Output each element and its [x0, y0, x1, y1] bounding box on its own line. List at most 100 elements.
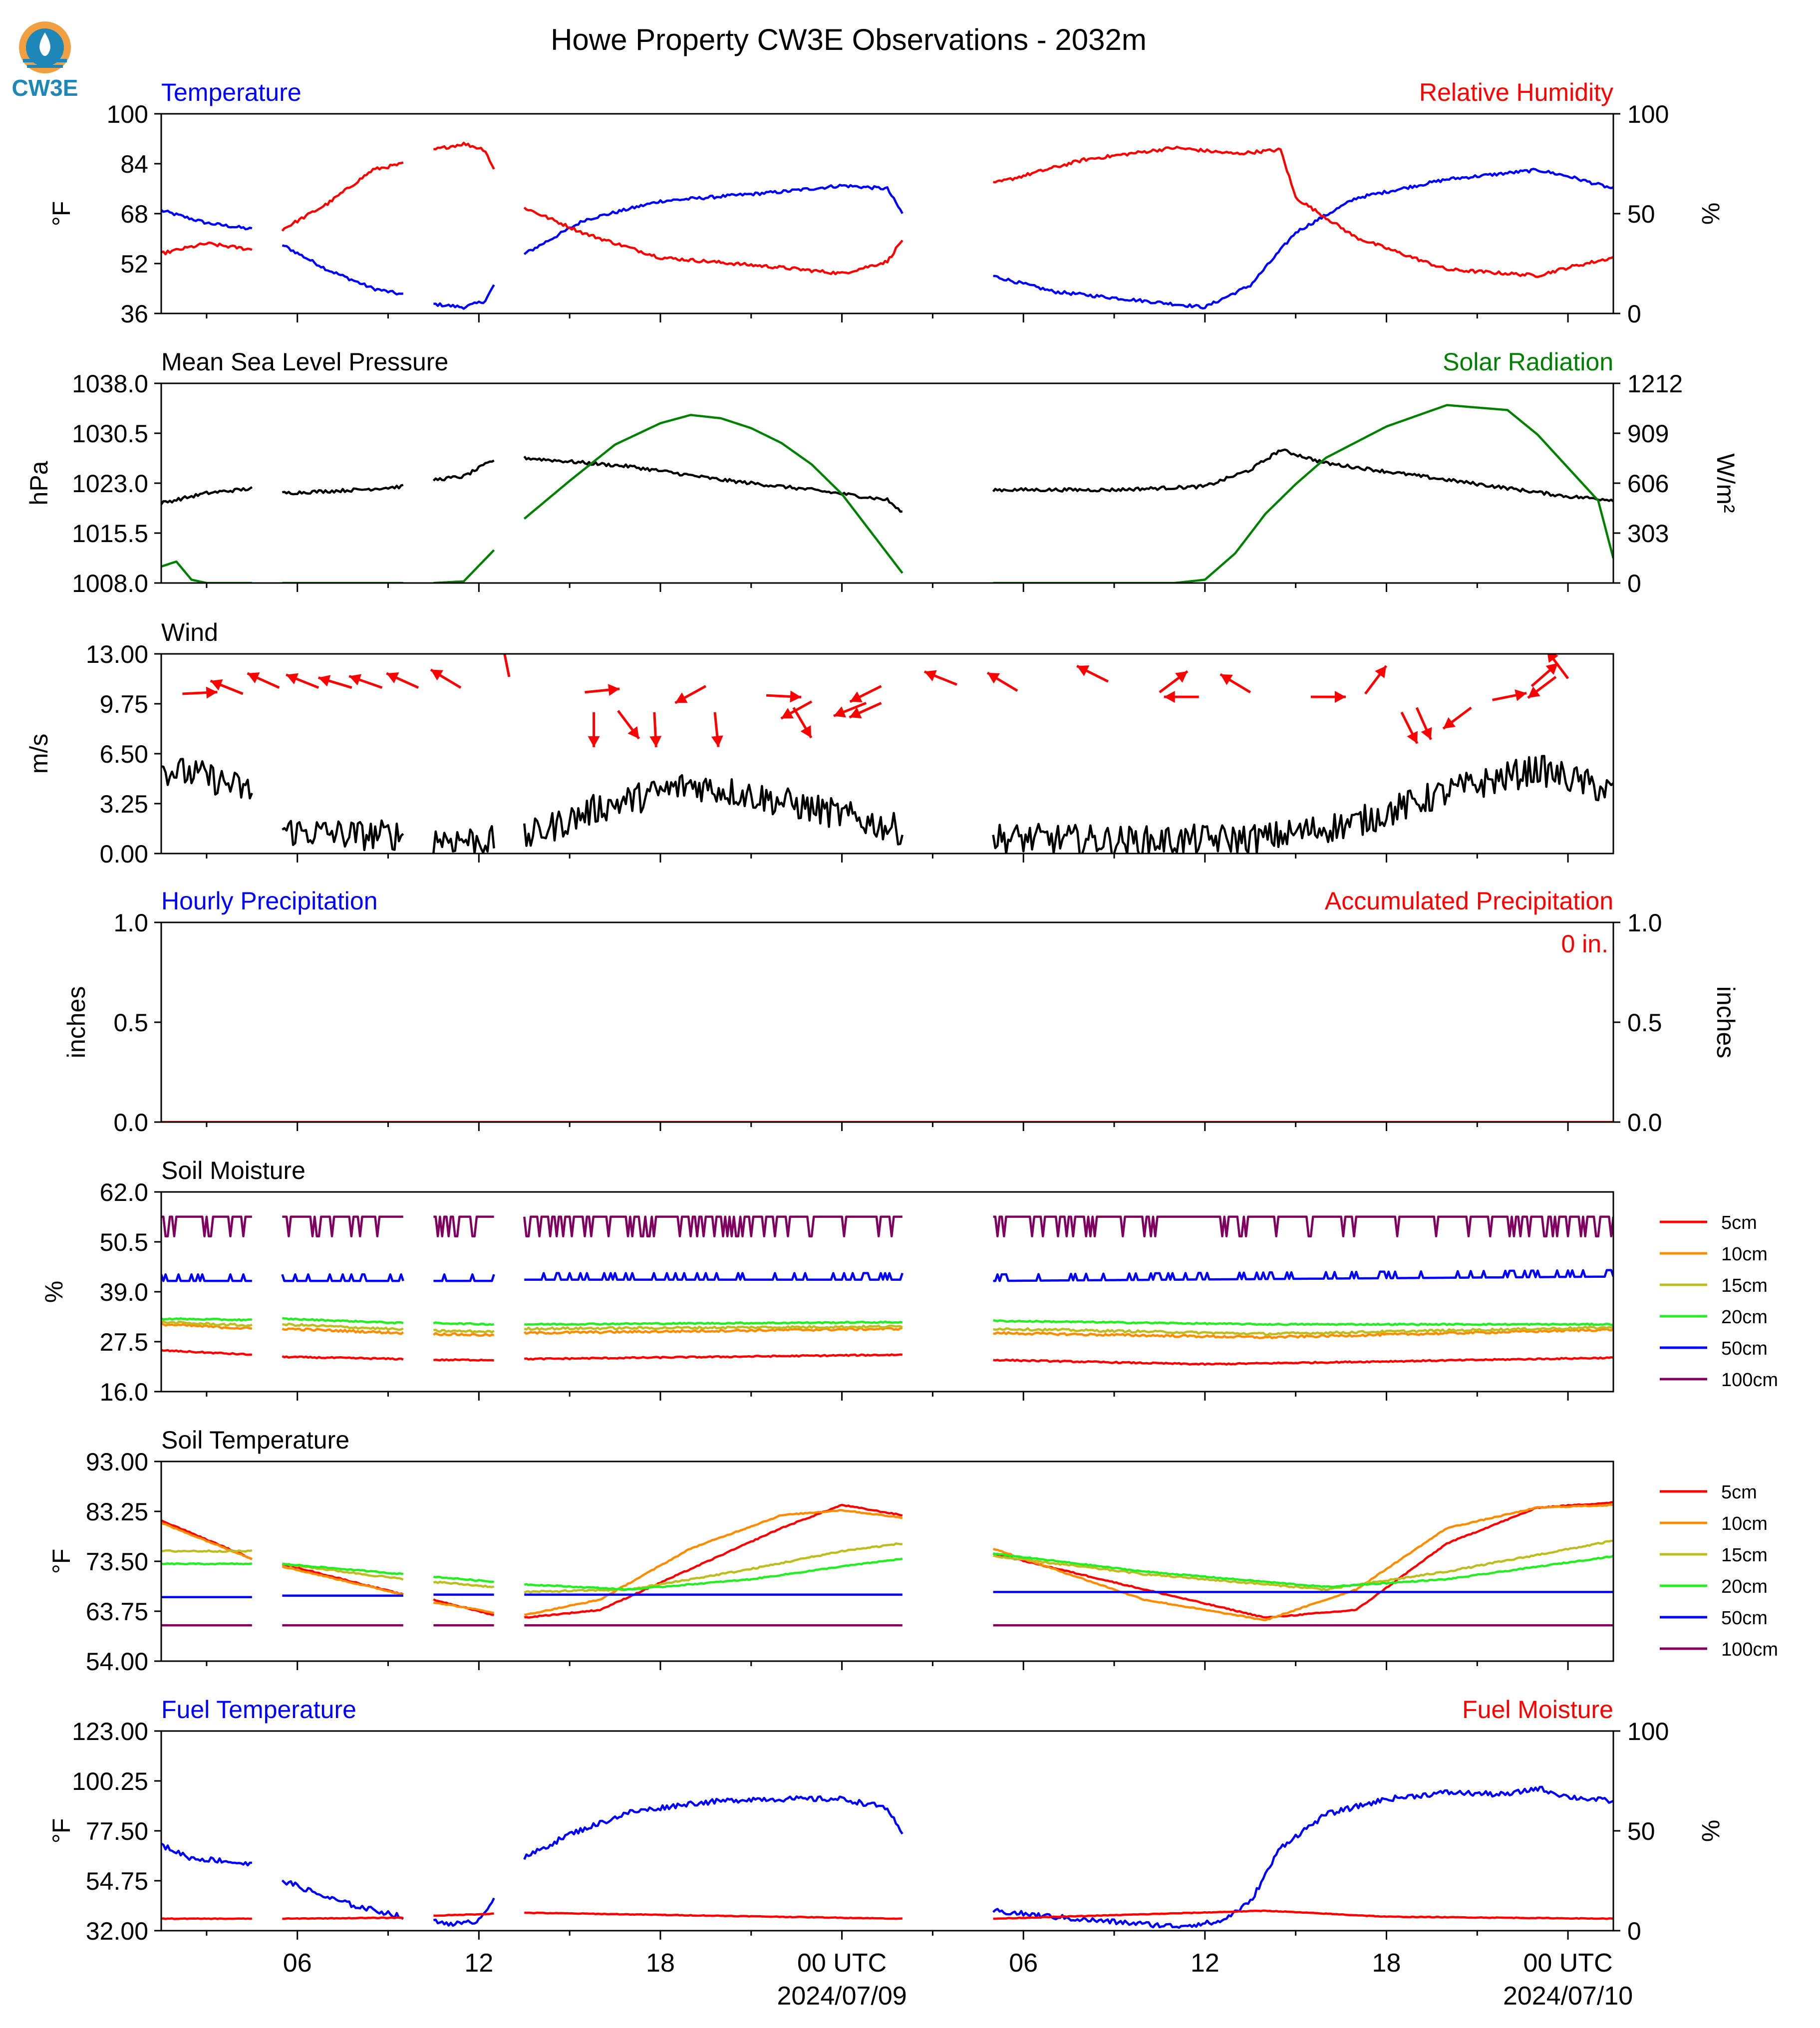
wind-arrow-head — [781, 708, 794, 719]
series-line — [523, 455, 903, 513]
accumulated-annotation: 0 in. — [1561, 930, 1608, 958]
figure-title: Howe Property CW3E Observations - 2032m — [551, 23, 1147, 56]
plot-frame — [160, 1191, 1614, 1393]
data-layer — [161, 654, 1613, 854]
panel-temp-rh: Temperature Relative Humidity 100 84 68 52 36 °… — [47, 78, 1725, 328]
series-50cm — [161, 1269, 1613, 1282]
series-line — [282, 1322, 404, 1331]
panels: Temperature Relative Humidity 100 84 68 52 36 °… — [25, 78, 1778, 2011]
cw3e-logo: CW3E — [12, 21, 78, 101]
plot-frame — [160, 113, 1614, 314]
series-line — [282, 1565, 404, 1596]
series-20cm — [161, 1552, 1613, 1591]
series-line — [993, 168, 1613, 310]
series-line — [161, 1521, 253, 1560]
wind-arrow-head — [349, 674, 362, 686]
series-15cm — [161, 1320, 1613, 1336]
y-tick-label: 0.0 — [113, 1109, 148, 1137]
series-line — [524, 1542, 903, 1594]
y-tick-label: 54.00 — [86, 1648, 148, 1676]
y-tick-label: 100.25 — [72, 1767, 148, 1795]
y-tick-label: 50.5 — [100, 1228, 148, 1256]
series-line — [523, 207, 904, 276]
series-line — [524, 1503, 903, 1619]
y-tick-label: 123.00 — [72, 1718, 148, 1745]
panel-title-right: Accumulated Precipitation — [1325, 887, 1613, 915]
wind-arrow-head — [834, 706, 846, 718]
series-line — [433, 1580, 495, 1588]
y-tick-label: 39.0 — [100, 1278, 148, 1306]
series-line — [282, 819, 404, 852]
series-line — [992, 1503, 1613, 1622]
series-line — [281, 161, 404, 232]
series-line — [282, 1916, 403, 1920]
y-tick-label: 16.0 — [100, 1378, 148, 1406]
plot-frame — [160, 921, 1614, 1123]
legend-label: 5cm — [1721, 1212, 1757, 1233]
series-left — [161, 755, 1613, 854]
series-line — [433, 141, 495, 170]
series-line — [524, 1324, 903, 1331]
wind-arrow-head — [1077, 665, 1090, 676]
series-right — [161, 141, 1613, 279]
series-line — [281, 1879, 404, 1920]
legend-label: 5cm — [1721, 1482, 1757, 1503]
legend: 5cm 10cm 15cm 20cm 50cm 100cm — [1660, 1482, 1778, 1660]
wind-arrow-head — [1443, 717, 1456, 729]
x-tick-label: 00 UTC — [797, 1949, 887, 1978]
series-left — [161, 1785, 1613, 1929]
y-right-tick-label: 0 — [1627, 570, 1641, 597]
series-line — [161, 209, 253, 231]
y-axis-label: °F — [47, 1549, 75, 1574]
data-layer — [161, 1215, 1613, 1366]
plot-frame — [160, 653, 1614, 855]
series-left — [161, 168, 1613, 310]
y-right-tick-label: 1.0 — [1627, 909, 1662, 937]
wind-arrows — [182, 654, 1569, 747]
y-right-tick-label: 50 — [1627, 1817, 1655, 1845]
wind-arrow-head — [498, 654, 502, 655]
series-100cm — [161, 1215, 1613, 1237]
y-tick-label: 1008.0 — [72, 570, 148, 597]
x-tick-label: 00 UTC — [1523, 1949, 1613, 1978]
y-right-tick-label: 0 — [1627, 300, 1641, 328]
series-line — [992, 755, 1613, 854]
series-line — [992, 1785, 1613, 1929]
y-tick-label: 63.75 — [86, 1598, 148, 1626]
panel-soil-moisture: Soil Moisture 62.0 50.5 39.0 27.5 16.0% 5cm 10c… — [40, 1157, 1778, 1406]
legend-label: 100cm — [1721, 1370, 1778, 1391]
wind-arrow-head — [1527, 686, 1540, 698]
panel-title-left: Mean Sea Level Pressure — [161, 348, 448, 376]
y-tick-label: 62.0 — [100, 1178, 148, 1206]
wind-arrow-head — [386, 672, 399, 683]
legend-label: 20cm — [1721, 1307, 1768, 1328]
series-line — [282, 484, 404, 496]
y-tick-label: 73.50 — [86, 1548, 148, 1576]
wind-arrow-head — [850, 691, 863, 702]
series-line — [161, 758, 253, 800]
series-line — [161, 1322, 253, 1330]
series-line — [523, 414, 904, 574]
y-right-tick-label: 606 — [1627, 470, 1669, 498]
y-tick-label: 68 — [120, 200, 148, 228]
y-tick-label: 1023.0 — [72, 470, 148, 498]
data-layer — [161, 141, 1613, 310]
series-line — [992, 1552, 1613, 1588]
series-line — [523, 1215, 903, 1237]
panel-wind: Wind 13.00 9.75 6.50 3.25 0.00 m/s — [25, 618, 1614, 868]
series-line — [161, 1215, 252, 1237]
wind-arrow-head — [588, 736, 600, 747]
wind-arrow-head — [247, 672, 260, 683]
series-line — [282, 1355, 404, 1361]
y-tick-label: 3.25 — [100, 790, 148, 818]
series-line — [282, 1562, 404, 1575]
series-line — [523, 184, 904, 256]
wind-arrow-head — [1421, 727, 1432, 740]
wind-arrow-head — [711, 735, 723, 747]
wind-arrow-head — [675, 692, 688, 703]
series-line — [282, 1317, 404, 1325]
series-line — [523, 774, 904, 847]
panel-title-left: Hourly Precipitation — [161, 887, 378, 915]
series-line — [523, 1795, 904, 1860]
series-line — [433, 1358, 494, 1362]
